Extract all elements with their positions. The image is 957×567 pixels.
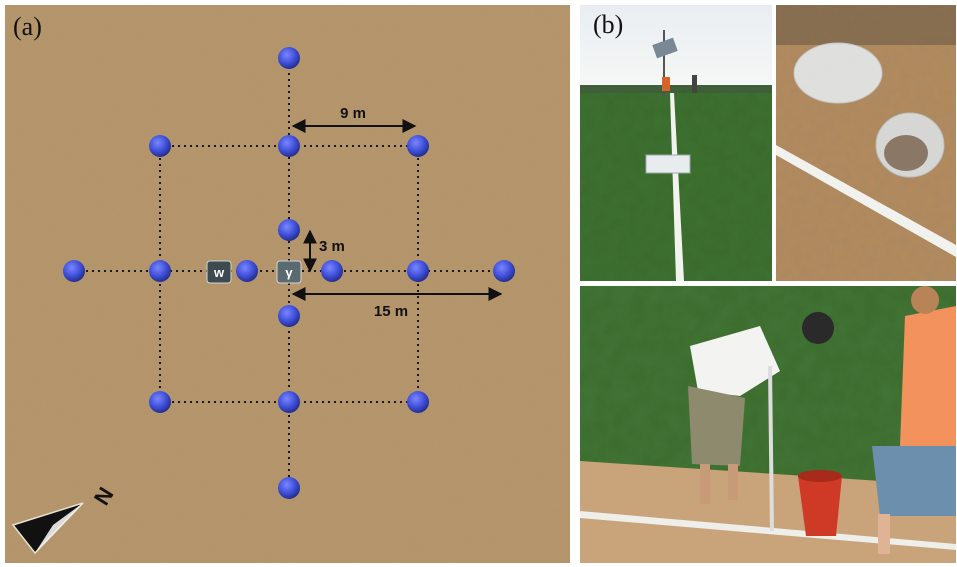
- instrument-w: w: [206, 260, 232, 284]
- sampling-point: [236, 260, 258, 282]
- sampling-point: [149, 391, 171, 413]
- sampling-point: [63, 260, 85, 282]
- panel-a-label: (a): [13, 12, 42, 41]
- panel-b-label: (b): [593, 10, 624, 39]
- soil-texture: [5, 5, 570, 563]
- sampling-point: [278, 135, 300, 157]
- instrument-gamma: γ: [276, 260, 302, 284]
- distance-15m-label: 15 m: [374, 303, 408, 320]
- distance-9m: 9 m: [291, 105, 417, 133]
- distance-3m-label: 3 m: [319, 238, 345, 255]
- sampling-point: [149, 260, 171, 282]
- distance-15m: 15 m: [291, 287, 503, 320]
- distance-3m: 3 m: [303, 229, 345, 273]
- distance-9m-label: 9 m: [340, 105, 366, 122]
- field-photo: [580, 5, 772, 281]
- soil-bags-photo: [776, 5, 956, 281]
- instrument-gamma-label: γ: [285, 265, 293, 280]
- sampling-point: [493, 260, 515, 282]
- sampling-layout-diagram: w γ 9 m 3 m 15 m N (a): [5, 5, 570, 563]
- sampling-point: [278, 47, 300, 69]
- soil-sampling-photo: [580, 286, 956, 563]
- sampling-points: [63, 47, 515, 499]
- sampling-point: [149, 135, 171, 157]
- sampling-point: [278, 391, 300, 413]
- sampling-point: [321, 260, 343, 282]
- instrument-w-label: w: [213, 265, 225, 280]
- north-arrow: N: [11, 483, 119, 555]
- sampling-point: [407, 391, 429, 413]
- sampling-point: [278, 219, 300, 241]
- sampling-point: [278, 305, 300, 327]
- sampling-point: [407, 260, 429, 282]
- sampling-point: [407, 135, 429, 157]
- sampling-point: [278, 477, 300, 499]
